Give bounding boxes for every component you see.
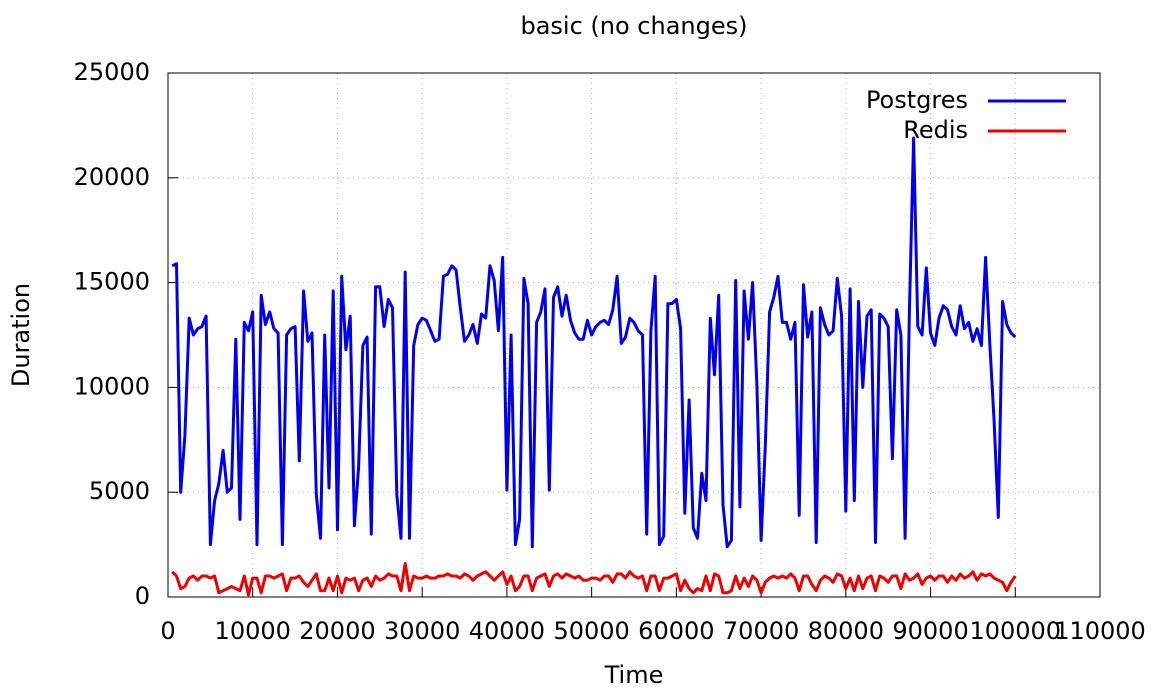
x-tick-label: 20000 (299, 617, 375, 645)
x-tick-label: 50000 (553, 617, 629, 645)
y-tick-label: 5000 (89, 477, 150, 505)
x-tick-label: 0 (160, 617, 175, 645)
x-tick-label: 100000 (969, 617, 1061, 645)
plot-frame (167, 72, 1101, 598)
x-axis-label: Time (604, 661, 664, 689)
y-tick-label: 25000 (74, 58, 150, 86)
x-tick-label: 40000 (469, 617, 545, 645)
legend-label: Redis (903, 116, 968, 144)
y-tick-label: 10000 (74, 372, 150, 400)
y-tick-label: 15000 (74, 268, 150, 296)
legend-label: Postgres (866, 86, 968, 114)
x-tick-label: 30000 (384, 617, 460, 645)
x-tick-label: 110000 (1054, 617, 1146, 645)
series-line (171, 136, 1017, 549)
y-axis-label: Duration (7, 283, 35, 387)
x-tick-label: 70000 (723, 617, 799, 645)
x-tick-label: 10000 (215, 617, 291, 645)
series-line (171, 562, 1017, 597)
chart-title: basic (no changes) (520, 12, 747, 40)
x-tick-label: 90000 (892, 617, 968, 645)
x-tick-label: 60000 (638, 617, 714, 645)
y-tick-label: 0 (135, 582, 150, 610)
x-tick-label: 80000 (808, 617, 884, 645)
y-tick-label: 20000 (74, 163, 150, 191)
